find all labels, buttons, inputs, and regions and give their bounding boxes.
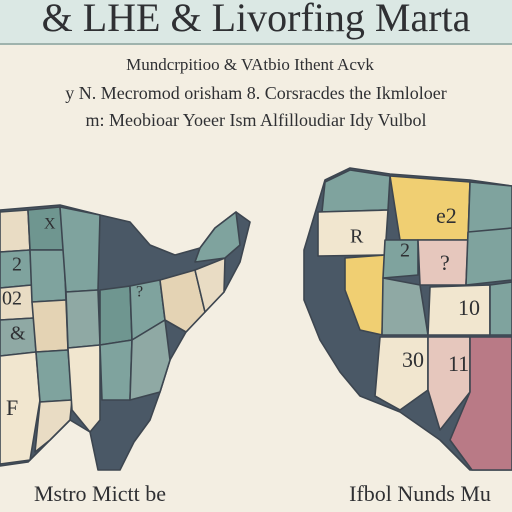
state [35,349,73,403]
state [0,351,41,465]
subtitle-line: m: Meobioar Yoeer Ism Alfilloudiar Idy V… [85,110,426,130]
state [0,209,31,253]
map-label: 02 [2,288,22,310]
map-label: e2 [436,203,457,228]
map-label: 10 [458,295,480,320]
state [99,339,133,401]
subtitle-line: Mundcrpitioo & VAtbio Ithent Acvk [126,55,374,74]
state [194,257,226,313]
state [465,227,512,286]
map-label: 2 [400,240,410,262]
state [489,281,512,336]
state [129,319,171,401]
caption: Mstro Mictt be [34,481,166,506]
map-label: 2 [12,254,22,276]
state [467,181,512,241]
state [427,336,471,431]
state [159,269,206,333]
right-map [303,167,512,471]
caption: Ifbol Nunds Mu [349,481,491,506]
state [65,289,101,349]
state [59,206,101,293]
state [389,175,471,241]
state [382,239,419,279]
map-label: X [44,216,56,233]
map-label: & [10,323,26,345]
map-label: 11 [448,351,469,376]
map-label: F [6,395,18,420]
map-label: 30 [402,347,424,372]
state [31,299,69,353]
left-map [0,204,251,471]
state [374,336,429,411]
state [194,211,241,263]
state [344,254,386,336]
map-label: R [350,226,364,248]
state [449,336,512,471]
map-label: ? [440,250,450,275]
state [34,399,73,453]
title: & LHE & Livorfing Marta [42,0,471,40]
state [321,169,391,213]
state [99,285,133,346]
title-banner [0,0,512,44]
state [67,344,101,433]
state [29,249,67,303]
map-label: ? [136,284,143,301]
subtitle-line: y N. Mecromod orisham 8. Corsracdes the … [65,83,446,103]
